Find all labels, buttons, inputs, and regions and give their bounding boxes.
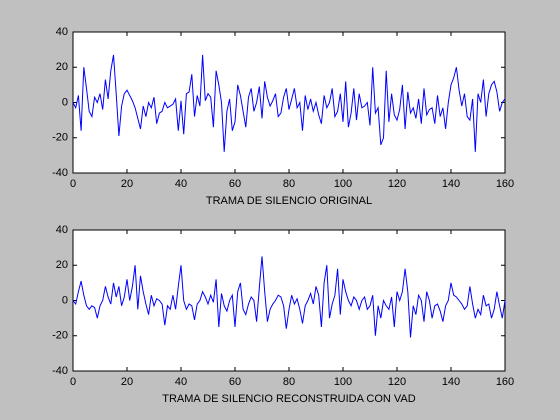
y-tick-label: -20 [52, 132, 68, 144]
axes [73, 230, 505, 371]
x-tick-label: 160 [496, 376, 514, 388]
y-tick-label: 20 [56, 259, 68, 271]
x-tick-label: 100 [334, 178, 352, 190]
x-tick-label: 120 [388, 376, 406, 388]
y-tick-label: 40 [56, 26, 68, 38]
y-tick-label: 0 [62, 96, 68, 108]
x-tick-label: 40 [175, 376, 187, 388]
x-axis-label: TRAMA DE SILENCIO ORIGINAL [206, 195, 372, 207]
axes [73, 32, 505, 173]
y-tick-label: -40 [52, 365, 68, 377]
x-tick-label: 40 [175, 178, 187, 190]
x-tick-label: 140 [442, 178, 460, 190]
x-tick-label: 60 [229, 178, 241, 190]
x-tick-label: 120 [388, 178, 406, 190]
x-tick-label: 0 [70, 376, 76, 388]
y-tick-label: -20 [52, 330, 68, 342]
y-tick-label: 40 [56, 224, 68, 236]
line-series [72, 54, 506, 152]
x-tick-label: 20 [121, 178, 133, 190]
x-tick-label: 160 [496, 178, 514, 190]
x-tick-label: 0 [70, 178, 76, 190]
x-tick-label: 80 [283, 376, 295, 388]
x-tick-label: 140 [442, 376, 460, 388]
x-axis-label: TRAMA DE SILENCIO RECONSTRUIDA CON VAD [162, 393, 416, 405]
y-tick-label: 20 [56, 61, 68, 73]
x-tick-label: 20 [121, 376, 133, 388]
y-tick-label: 0 [62, 294, 68, 306]
y-tick-label: -40 [52, 167, 68, 179]
x-tick-label: 100 [334, 376, 352, 388]
line-series [72, 256, 506, 338]
x-tick-label: 60 [229, 376, 241, 388]
x-tick-label: 80 [283, 178, 295, 190]
